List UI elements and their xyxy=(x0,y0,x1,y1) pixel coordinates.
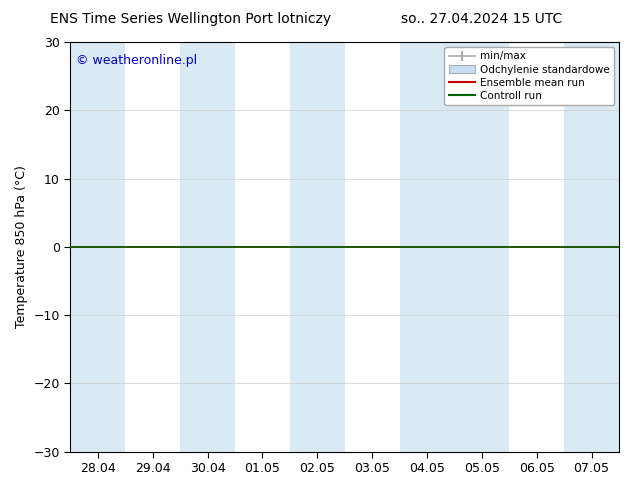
Bar xyxy=(564,42,619,452)
Text: © weatheronline.pl: © weatheronline.pl xyxy=(76,54,197,67)
Bar xyxy=(455,42,509,452)
Text: ENS Time Series Wellington Port lotniczy: ENS Time Series Wellington Port lotniczy xyxy=(49,12,331,26)
Bar xyxy=(399,42,455,452)
Bar xyxy=(180,42,235,452)
Bar xyxy=(70,42,125,452)
Y-axis label: Temperature 850 hPa (°C): Temperature 850 hPa (°C) xyxy=(15,166,28,328)
Bar xyxy=(290,42,345,452)
Text: so.. 27.04.2024 15 UTC: so.. 27.04.2024 15 UTC xyxy=(401,12,562,26)
Legend: min/max, Odchylenie standardowe, Ensemble mean run, Controll run: min/max, Odchylenie standardowe, Ensembl… xyxy=(444,47,614,105)
